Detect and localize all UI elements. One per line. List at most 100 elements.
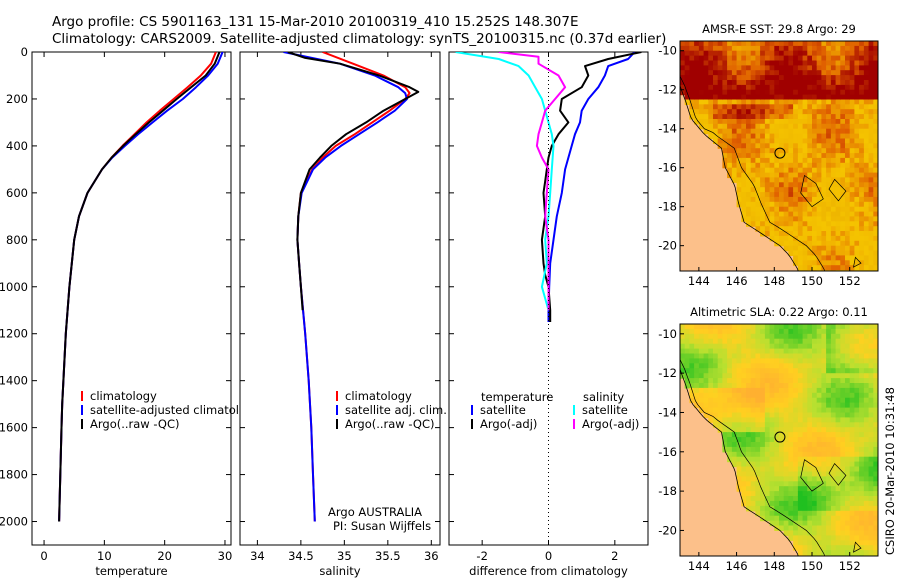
- sst-map-cell: [760, 70, 766, 76]
- sla-map-cell: [746, 402, 752, 409]
- sst-map-cell: [755, 167, 761, 174]
- sla-map-cell: [854, 338, 860, 345]
- sst-map-cell: [826, 133, 832, 140]
- sst-map-cell: [812, 196, 818, 203]
- sst-map-cell: [783, 167, 789, 174]
- sst-map-cell: [845, 157, 851, 164]
- sst-map-cell: [845, 45, 851, 52]
- sla-map-cell: [793, 545, 799, 551]
- sst-map-cell: [793, 143, 799, 149]
- sla-map-cell: [807, 407, 813, 414]
- sla-map-cell: [835, 402, 841, 409]
- sst-map-cell: [835, 45, 841, 52]
- sst-map-cell: [873, 60, 878, 66]
- sst-map-cell: [845, 138, 851, 144]
- sla-map-frame: [679, 323, 879, 557]
- sla-map-cell: [807, 545, 813, 551]
- sla-map-cell: [797, 461, 804, 468]
- sst-map-cell: [849, 55, 855, 62]
- sst-map-cell: [746, 128, 752, 135]
- sst-map-cell: [727, 143, 733, 149]
- sst-map-cell: [783, 138, 789, 144]
- sla-map-cell: [769, 348, 775, 355]
- sla-map-cell: [750, 446, 756, 453]
- sla-map-cell: [845, 486, 851, 492]
- sla-map-cell: [802, 525, 808, 531]
- sst-map-cell: [760, 109, 766, 115]
- sst-map-cell: [863, 104, 870, 110]
- sst-map-cell: [708, 65, 714, 71]
- sla-map-cell: [840, 481, 846, 487]
- sla-map-cell: [863, 373, 870, 379]
- sla-map-cell: [854, 461, 860, 468]
- sla-map-cell: [713, 402, 719, 409]
- sst-map-cell: [779, 41, 785, 47]
- sla-map-cell: [722, 343, 728, 350]
- sla-map-cell: [722, 338, 728, 345]
- sla-map-cell: [807, 442, 813, 448]
- sla-map-cell: [830, 343, 837, 350]
- sla-map-cell: [713, 373, 719, 379]
- sst-map-cell: [849, 157, 855, 164]
- sst-map-cell: [727, 109, 733, 115]
- sst-map-cell: [755, 99, 761, 105]
- sst-map-cell: [816, 157, 822, 164]
- sla-map-cell: [816, 442, 822, 448]
- sst-map-cell: [868, 119, 874, 125]
- sst-map-cell: [774, 153, 780, 159]
- sst-map-cell: [755, 65, 761, 71]
- sst-map-cell: [830, 201, 837, 208]
- sst-map-cell: [859, 143, 865, 149]
- sla-map-cell: [859, 451, 865, 458]
- sla-map-cell: [849, 373, 855, 379]
- sla-map-cell: [835, 348, 841, 355]
- sla-map-cell: [873, 387, 878, 394]
- sst-map-cell: [826, 167, 832, 174]
- sst-map-cell: [826, 201, 832, 208]
- sla-map-cell: [722, 392, 728, 399]
- sst-map-cell: [736, 99, 742, 105]
- sst-map-cell: [741, 148, 747, 154]
- sst-map-cell: [797, 240, 804, 247]
- sla-map-cell: [760, 437, 766, 443]
- sst-map-cell: [783, 211, 789, 218]
- sla-map-cell: [769, 486, 775, 492]
- sst-map-cell: [826, 260, 832, 266]
- sla-map-cell: [741, 422, 747, 428]
- sst-map-cell: [783, 221, 789, 227]
- sst-map-cell: [764, 157, 771, 164]
- sst-map-cell: [717, 50, 723, 57]
- sst-map-cell: [727, 45, 733, 52]
- sst-map-cell: [812, 172, 818, 179]
- sla-map-cell: [807, 373, 813, 379]
- sst-map-cell: [840, 162, 846, 169]
- sst-map-cell: [760, 104, 766, 110]
- sla-map-cell: [788, 437, 794, 443]
- sst-map-cell: [826, 172, 832, 179]
- sst-map-cell: [868, 177, 874, 183]
- sst-map-cell: [797, 70, 804, 76]
- sst-map-cell: [755, 206, 761, 213]
- sst-map-cell: [821, 50, 827, 57]
- sst-map-cell: [760, 182, 766, 188]
- sla-map-cell: [821, 550, 827, 556]
- sla-map-cell: [703, 338, 709, 345]
- sst-map-cell: [830, 55, 837, 62]
- sla-map-cell: [826, 481, 832, 487]
- sla-map-cell: [783, 397, 789, 404]
- sst-map-cell: [826, 250, 832, 256]
- sst-map-cell: [840, 55, 846, 62]
- sst-map-cell: [783, 99, 789, 105]
- info-line-2: PI: Susan Wijffels: [333, 519, 431, 533]
- sla-map-cell: [868, 368, 874, 374]
- sla-map-cell: [816, 505, 822, 512]
- sla-map-cell: [821, 333, 827, 340]
- sla-map-cell: [854, 446, 860, 453]
- sla-map-cell: [708, 368, 714, 374]
- sst-map-cell: [722, 123, 728, 130]
- sla-map-cell: [797, 397, 804, 404]
- sst-map-cell: [788, 235, 794, 242]
- sla-map-cell: [793, 412, 799, 418]
- sla-map-cell: [807, 505, 813, 512]
- sst-map-cell: [807, 177, 813, 183]
